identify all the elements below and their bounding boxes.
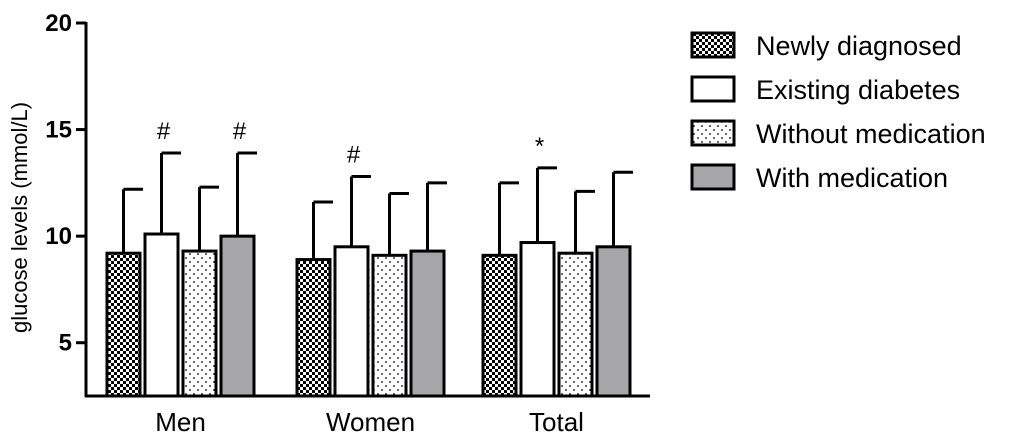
bar-without-medication [371, 253, 408, 398]
bar-existing-diabetes [143, 232, 180, 398]
significance-annotation: * [535, 133, 544, 160]
bar-without-medication [181, 249, 218, 398]
legend-swatch [690, 163, 736, 191]
bar-newly-diagnosed [481, 253, 518, 398]
plot-area: 5 10 15 20 glucose levels (mmol/L) Men Women To… [7, 10, 650, 437]
y-tick-label: 15 [45, 117, 72, 144]
significance-annotation: # [157, 118, 171, 145]
significance-annotation: # [347, 141, 361, 168]
x-category-label: Men [155, 407, 206, 437]
bar-with-medication [409, 249, 446, 398]
y-tick-label: 10 [45, 223, 72, 250]
y-axis-title: glucose levels (mmol/L) [7, 102, 32, 333]
bar-with-medication [595, 245, 632, 398]
significance-annotation: # [233, 118, 247, 145]
y-tick-label: 20 [45, 10, 72, 37]
bar-without-medication [557, 251, 594, 398]
legend: Newly diagnosed Existing diabetes Without … [690, 31, 986, 193]
bar-with-medication [219, 234, 256, 398]
legend-swatch [690, 75, 736, 103]
legend-label: With medication [756, 163, 948, 193]
legend-label: Without medication [756, 119, 986, 149]
legend-swatch [690, 119, 736, 147]
legend-swatch [690, 31, 736, 59]
legend-label: Existing diabetes [756, 75, 960, 105]
x-category-label: Total [529, 407, 584, 437]
y-tick-label: 5 [59, 330, 72, 357]
bar-existing-diabetes [519, 241, 556, 398]
bar-existing-diabetes [333, 245, 370, 398]
x-category-label: Women [326, 407, 415, 437]
bar-newly-diagnosed [295, 258, 332, 398]
legend-label: Newly diagnosed [756, 31, 962, 61]
bar-newly-diagnosed [105, 251, 142, 398]
